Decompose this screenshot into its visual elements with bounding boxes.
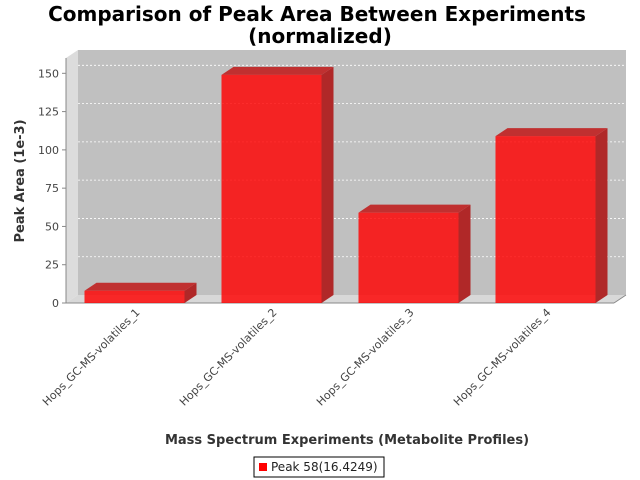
chart-title-line-2: (normalized) [248, 24, 392, 48]
plot-floor [66, 295, 626, 303]
bar-top [221, 66, 334, 75]
bar-top [495, 128, 608, 137]
x-tick-label: Hops_GC-MS-volatiles_3 [314, 306, 417, 409]
bar-side [321, 66, 334, 303]
y-tick-label: 125 [38, 106, 59, 119]
y-axis-label: Peak Area (1e-3) [13, 119, 28, 242]
bar [358, 204, 471, 303]
bar-side [458, 204, 471, 303]
bar [84, 282, 197, 303]
y-tick-label: 75 [45, 182, 59, 195]
chart-title-line-1: Comparison of Peak Area Between Experime… [48, 2, 586, 26]
bar [221, 66, 334, 303]
bar-front [221, 74, 322, 303]
bar-front [495, 136, 596, 303]
bars [84, 66, 608, 303]
x-tick-label: Hops_GC-MS-volatiles_4 [451, 306, 554, 409]
y-tick-label: 50 [45, 220, 59, 233]
y-tick-label: 150 [38, 67, 59, 80]
x-axis-label: Mass Spectrum Experiments (Metabolite Pr… [165, 433, 529, 448]
legend-frame [253, 456, 385, 478]
bar-top [358, 204, 471, 213]
y-tick-label: 100 [38, 144, 59, 157]
x-tick-label: Hops_GC-MS-volatiles_2 [177, 306, 280, 409]
legend: Peak 58(16.4249) [253, 456, 385, 478]
legend-label: Peak 58(16.4249) [271, 460, 378, 474]
bar-side [595, 128, 608, 303]
x-tick-label: Hops_GC-MS-volatiles_1 [40, 306, 143, 409]
bar-front [84, 290, 185, 303]
legend-swatch [259, 463, 267, 471]
x-axis-depth-line [613, 294, 627, 304]
bar-top [84, 282, 197, 291]
y-axis-ticks: 0 25 50 75 100 125 150 [38, 67, 66, 310]
bar [495, 128, 608, 303]
bar-front [358, 212, 459, 303]
bar-side [184, 282, 197, 303]
plot-left-wall [66, 50, 78, 303]
y-tick-label: 25 [45, 259, 59, 272]
x-axis-ticks: Hops_GC-MS-volatiles_1 Hops_GC-MS-volatil… [40, 306, 554, 409]
y-tick-label: 0 [52, 297, 59, 310]
